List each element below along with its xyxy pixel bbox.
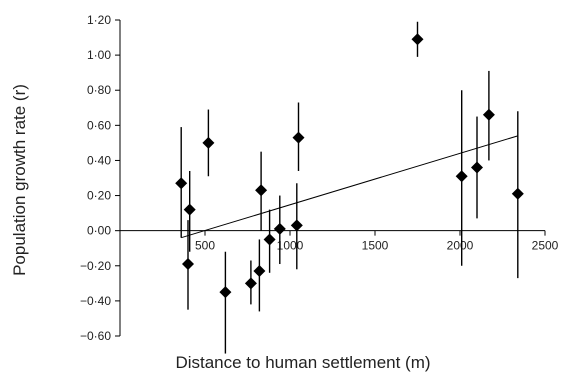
data-point-diamond <box>183 203 196 216</box>
y-axis-title: Population growth rate (r) <box>10 84 29 276</box>
y-tick-label: 1·00 <box>87 48 111 62</box>
x-tick-label: 1000 <box>277 239 304 253</box>
y-tick-label: 0·40 <box>87 153 111 167</box>
y-ticks: −0·60 −0·40 −0·20 0·00 0·20 0·40 0·60 0·80 1·00 1… <box>80 13 120 343</box>
data-point-diamond <box>455 170 468 183</box>
y-tick-label: −0·20 <box>80 259 111 273</box>
y-tick-label: −0·40 <box>80 294 111 308</box>
y-tick-label: 0·60 <box>87 118 111 132</box>
data-point-diamond <box>175 177 188 190</box>
data-point-diamond <box>255 184 268 197</box>
data-point-diamond <box>292 131 305 144</box>
error-bars <box>180 21 519 354</box>
data-point-diamond <box>263 233 276 246</box>
data-point-diamond <box>244 277 257 290</box>
y-tick-label: 0·00 <box>87 224 111 238</box>
data-point-diamond <box>182 258 194 271</box>
y-tick-label: 1·20 <box>87 13 111 27</box>
x-tick-label: 500 <box>195 239 215 253</box>
x-tick-label: 2500 <box>532 239 559 253</box>
data-point-diamond <box>273 222 286 235</box>
x-axis-title: Distance to human settlement (m) <box>175 353 430 372</box>
data-point-diamond <box>219 286 232 299</box>
data-point-diamond <box>511 187 524 200</box>
x-axis: 500 1000 1500 2000 2500 <box>120 230 559 253</box>
data-point-diamond <box>253 265 266 278</box>
data-point-diamond <box>202 136 215 149</box>
x-tick-label: 1500 <box>362 239 389 253</box>
y-axis: −0·60 −0·40 −0·20 0·00 0·20 0·40 0·60 0·80 1·00 1… <box>80 13 121 343</box>
y-tick-label: 0·80 <box>87 83 111 97</box>
data-markers <box>175 33 524 299</box>
trend-line <box>181 135 518 239</box>
data-point-diamond <box>471 161 483 174</box>
y-tick-label: −0·60 <box>80 329 111 343</box>
x-ticks: 500 1000 1500 2000 2500 <box>195 230 559 253</box>
data-point-diamond <box>290 219 303 232</box>
data-point-diamond <box>482 108 495 121</box>
x-tick-label: 2000 <box>447 239 474 253</box>
y-tick-label: 0·20 <box>87 189 111 203</box>
data-point-diamond <box>411 33 424 46</box>
